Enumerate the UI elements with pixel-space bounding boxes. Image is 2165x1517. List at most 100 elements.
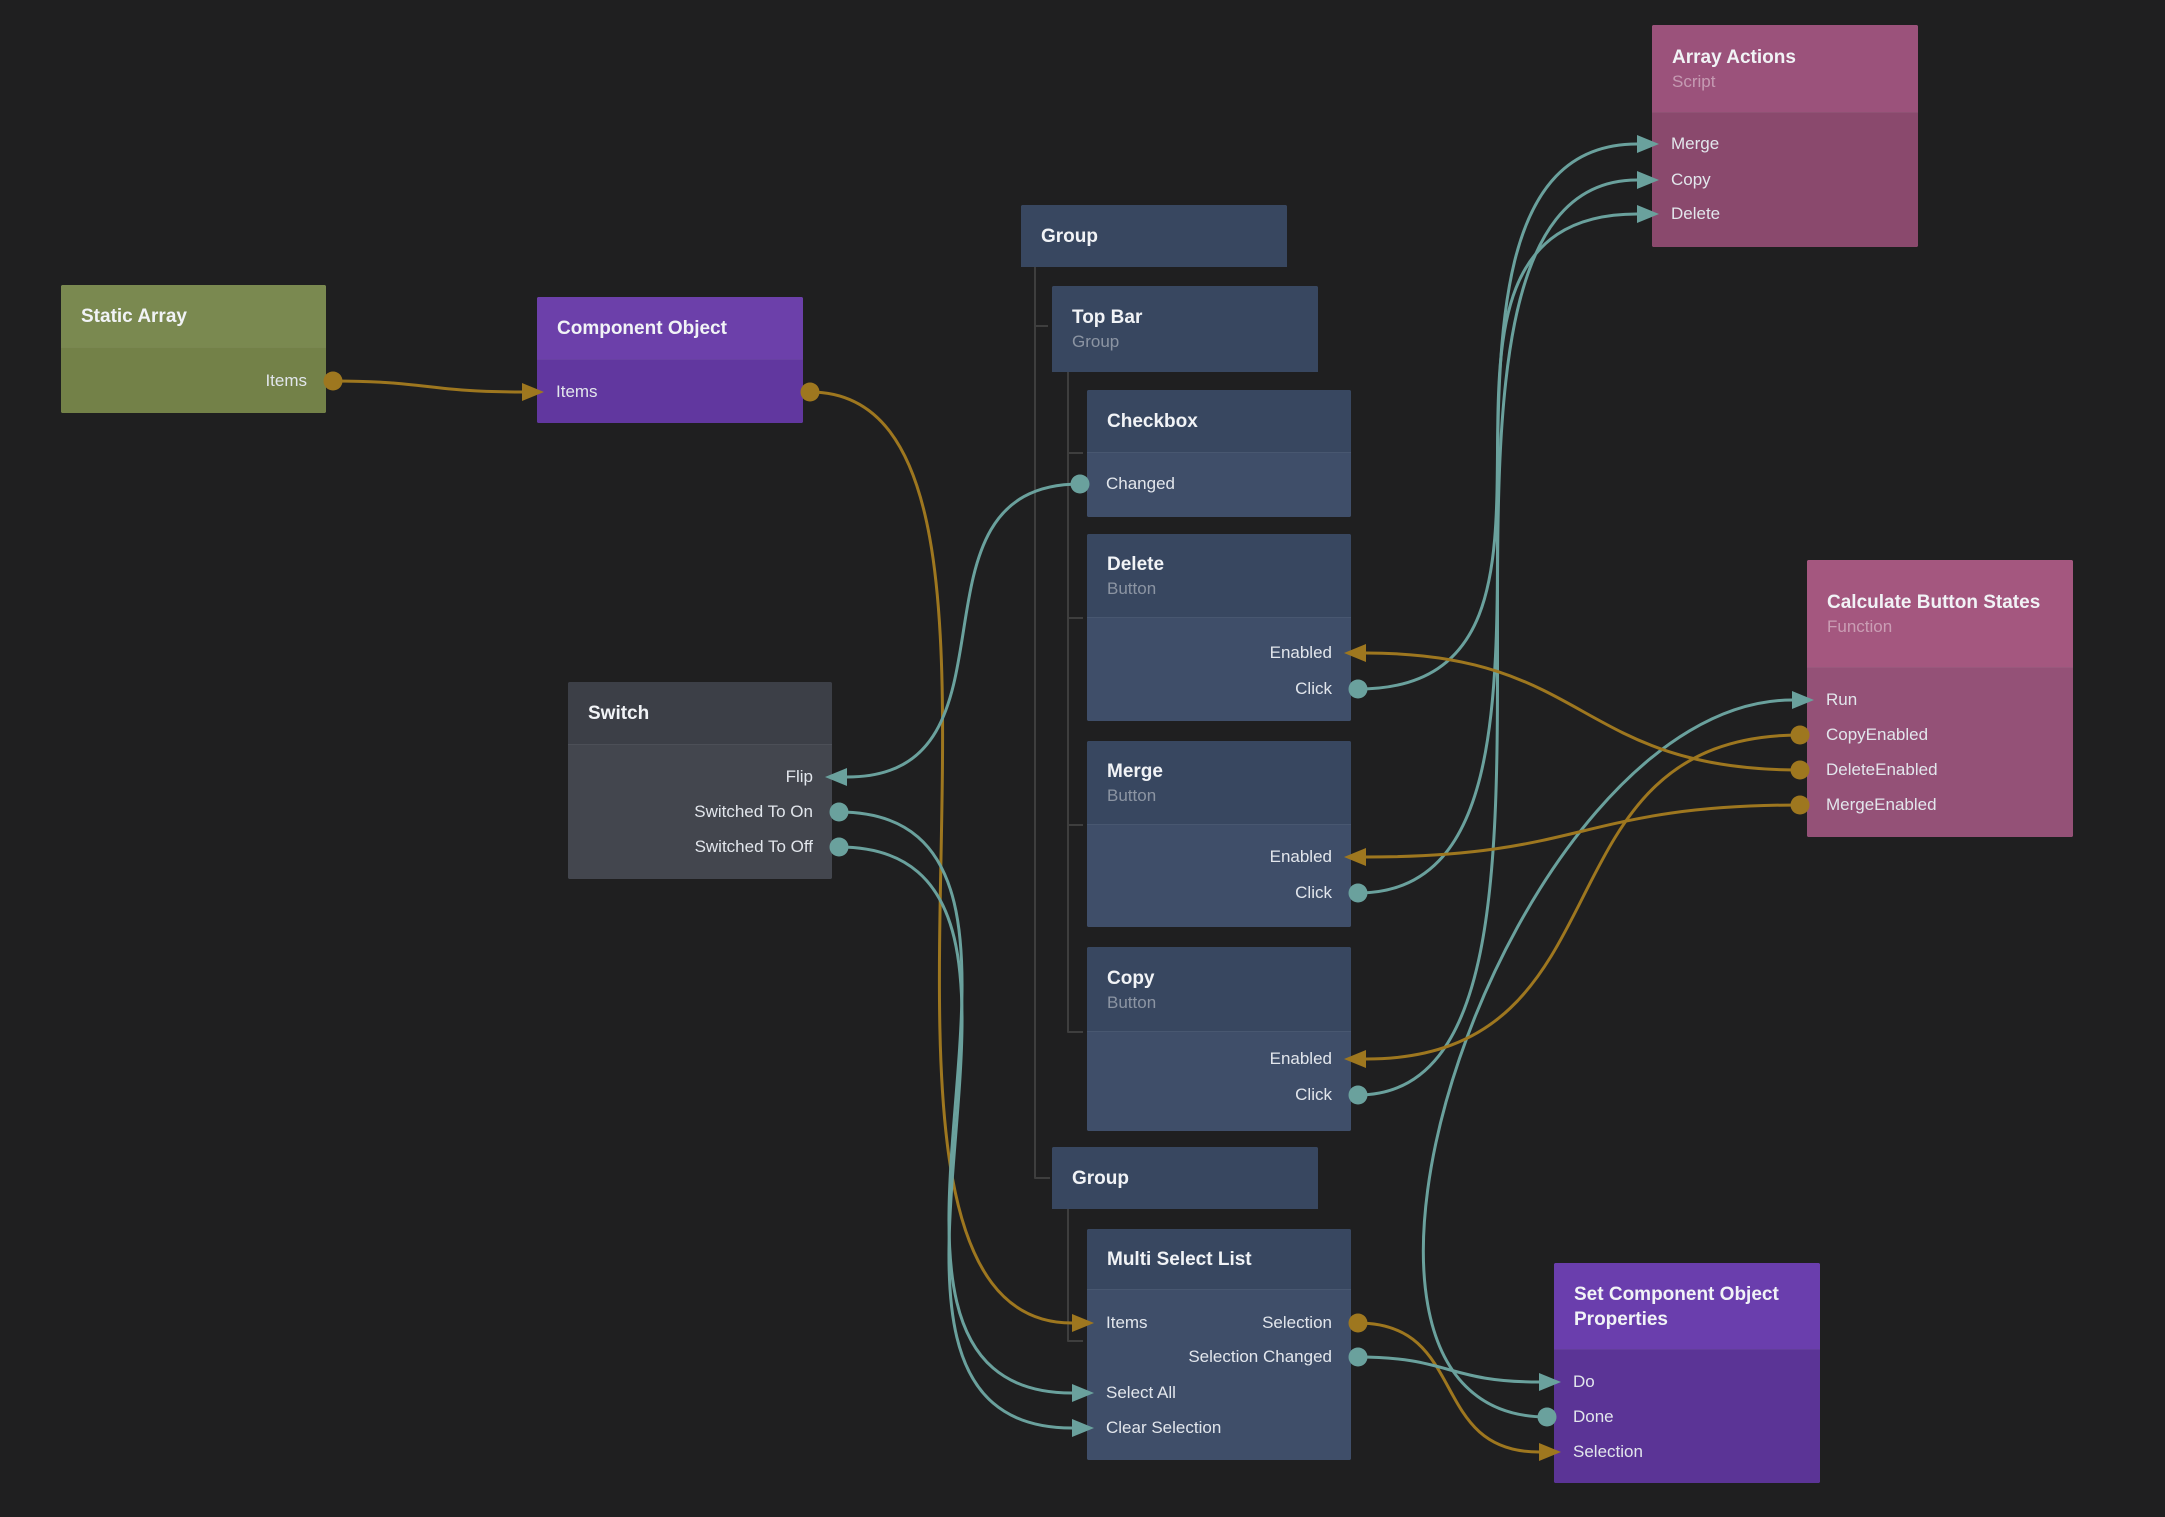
node-body xyxy=(1087,617,1351,721)
node-title: Merge xyxy=(1107,761,1163,782)
node-group-top[interactable]: Group xyxy=(1021,205,1287,267)
node-title: Static Array xyxy=(81,306,187,327)
node-body xyxy=(1652,112,1918,247)
connection-wire[interactable] xyxy=(1356,178,1639,1097)
node-checkbox[interactable]: Checkbox Changed xyxy=(1087,390,1351,517)
node-top-bar[interactable]: Top Bar Group xyxy=(1052,286,1318,372)
node-body xyxy=(1087,1031,1351,1131)
node-header: Delete Button xyxy=(1087,534,1351,618)
port-label-items[interactable]: Items xyxy=(1106,1313,1148,1332)
connection-wire[interactable] xyxy=(808,390,1074,1325)
hierarchy-tree-line xyxy=(1067,372,1083,1033)
port-label-selection[interactable]: Selection xyxy=(1262,1313,1332,1332)
node-array-actions[interactable]: Array Actions Script Merge Copy Delete xyxy=(1652,25,1918,247)
port-label-selection-changed[interactable]: Selection Changed xyxy=(1188,1347,1332,1366)
node-header: Static Array xyxy=(61,285,326,348)
port-label-selection[interactable]: Selection xyxy=(1573,1442,1643,1461)
node-header: Array Actions Script xyxy=(1652,25,1918,113)
port-label-enabled[interactable]: Enabled xyxy=(1269,1049,1332,1068)
output-dot-icon[interactable] xyxy=(829,837,849,857)
connection-wire[interactable] xyxy=(837,845,1074,1430)
node-title: Group xyxy=(1041,225,1098,247)
node-header: Switch xyxy=(568,682,832,745)
output-dot-icon[interactable] xyxy=(800,382,820,402)
output-dot-icon[interactable] xyxy=(1348,679,1368,699)
port-label-delete[interactable]: Delete xyxy=(1671,204,1721,223)
output-dot-icon[interactable] xyxy=(829,802,849,822)
node-static-array[interactable]: Static Array Items xyxy=(61,285,326,413)
node-header: Merge Button xyxy=(1087,741,1351,825)
port-label-enabled[interactable]: Enabled xyxy=(1269,643,1332,662)
node-title: Group xyxy=(1072,1167,1129,1189)
output-dot-icon[interactable] xyxy=(1348,1347,1368,1367)
node-header: Calculate Button States Function xyxy=(1807,560,2073,668)
output-dot-icon[interactable] xyxy=(323,371,343,391)
connection-wire[interactable] xyxy=(1356,212,1639,691)
connection-wire[interactable] xyxy=(845,482,1082,779)
port-label-switched-to-on[interactable]: Switched To On xyxy=(694,802,813,821)
port-label-merge[interactable]: Merge xyxy=(1671,134,1720,153)
port-label-select-all[interactable]: Select All xyxy=(1106,1383,1176,1402)
port-label-clear-selection[interactable]: Clear Selection xyxy=(1106,1418,1222,1437)
node-merge-button[interactable]: Merge Button Enabled Click xyxy=(1087,741,1351,927)
port-label-items[interactable]: Items xyxy=(556,382,598,401)
connection-wire[interactable] xyxy=(1356,142,1639,895)
node-switch[interactable]: Switch Flip Switched To On Switched To Off xyxy=(568,682,832,879)
node-copy-button[interactable]: Copy Button Enabled Click xyxy=(1087,947,1351,1131)
output-dot-icon[interactable] xyxy=(1348,883,1368,903)
output-dot-icon[interactable] xyxy=(1348,1085,1368,1105)
port-label-copy[interactable]: Copy xyxy=(1671,170,1711,189)
node-body xyxy=(537,359,803,423)
port-label-done[interactable]: Done xyxy=(1573,1407,1614,1426)
node-header: Multi Select List xyxy=(1087,1229,1351,1290)
port-label-run[interactable]: Run xyxy=(1826,690,1858,709)
node-header: Copy Button xyxy=(1087,947,1351,1032)
port-label-click[interactable]: Click xyxy=(1295,1085,1332,1104)
node-body xyxy=(1087,452,1351,517)
node-subtitle: Button xyxy=(1107,992,1157,1012)
port-label-delete-enabled[interactable]: DeleteEnabled xyxy=(1826,760,1938,779)
port-label-enabled[interactable]: Enabled xyxy=(1269,847,1332,866)
node-delete-button[interactable]: Delete Button Enabled Click xyxy=(1087,534,1351,721)
node-calculate-button-states[interactable]: Calculate Button States Function Run CopyEn… xyxy=(1807,560,2073,837)
port-label-merge-enabled[interactable]: MergeEnabled xyxy=(1826,795,1937,814)
node-body xyxy=(1087,824,1351,927)
hierarchy-tree-line xyxy=(1034,267,1050,1179)
node-title: Calculate Button States xyxy=(1827,592,2041,613)
node-subtitle: Function xyxy=(1827,617,1893,636)
port-label-click[interactable]: Click xyxy=(1295,883,1332,902)
node-title: Switch xyxy=(588,703,650,724)
hierarchy-tree-line xyxy=(1067,1209,1083,1342)
port-label-copy-enabled[interactable]: CopyEnabled xyxy=(1826,725,1929,744)
connection-wire[interactable] xyxy=(837,810,1074,1395)
node-header: Checkbox xyxy=(1087,390,1351,453)
node-body xyxy=(1554,1349,1820,1483)
port-label-switched-to-off[interactable]: Switched To Off xyxy=(694,837,813,856)
node-multi-select-list[interactable]: Multi Select List Items Selection Selection… xyxy=(1087,1229,1351,1460)
node-title: Copy xyxy=(1107,967,1155,989)
connection-wire[interactable] xyxy=(1356,1355,1541,1384)
node-title: Component Object xyxy=(557,318,727,339)
port-label-items[interactable]: Items xyxy=(265,371,307,390)
output-dot-icon[interactable] xyxy=(1348,1313,1368,1333)
node-subtitle: Group xyxy=(1072,332,1120,351)
node-title: Array Actions xyxy=(1672,47,1796,68)
port-label-changed[interactable]: Changed xyxy=(1106,474,1176,493)
node-component-object[interactable]: Component Object Items xyxy=(537,297,803,423)
connection-wire[interactable] xyxy=(1364,803,1802,859)
node-header: Set Component Object Properties xyxy=(1554,1263,1820,1350)
node-set-component-object-properties[interactable]: Set Component Object Properties Do Done Sel… xyxy=(1554,1263,1820,1483)
connection-wire[interactable] xyxy=(331,379,524,394)
node-body xyxy=(1807,667,2073,837)
node-title: Set Component Object Properties xyxy=(1574,1283,1779,1330)
node-header: Component Object xyxy=(537,297,803,360)
port-label-flip[interactable]: Flip xyxy=(785,767,813,786)
node-subtitle: Button xyxy=(1107,786,1157,805)
connection-wire[interactable] xyxy=(1364,651,1802,772)
port-label-do[interactable]: Do xyxy=(1573,1372,1595,1391)
connection-wire[interactable] xyxy=(1356,1321,1541,1454)
connection-wire[interactable] xyxy=(1364,733,1802,1061)
port-label-click[interactable]: Click xyxy=(1295,679,1332,698)
node-group-lower[interactable]: Group xyxy=(1052,1147,1318,1209)
